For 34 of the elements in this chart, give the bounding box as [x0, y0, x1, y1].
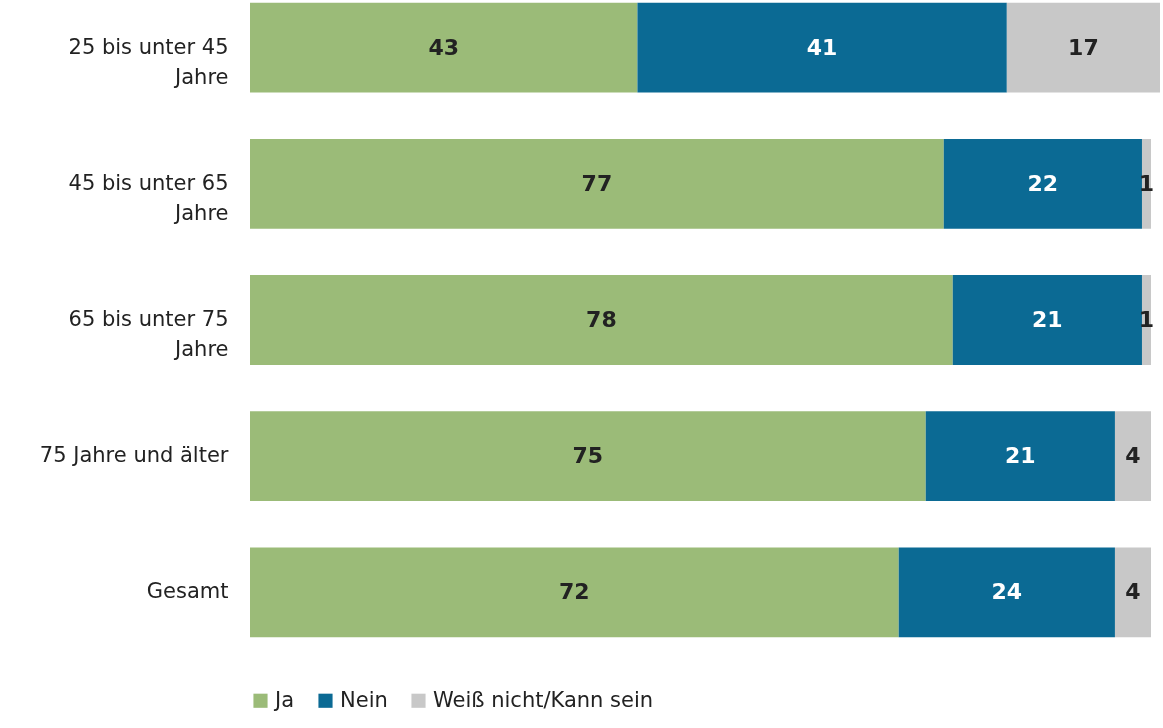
- bar: [925, 411, 1115, 502]
- data-label: 22: [1027, 170, 1059, 196]
- bar: [250, 2, 638, 93]
- legend-label: Weiß nicht/Kann sein: [433, 687, 654, 712]
- data-label: 17: [1068, 34, 1099, 60]
- data-label: 21: [1005, 443, 1036, 469]
- data-label: 77: [581, 170, 613, 196]
- data-label: 78: [586, 307, 617, 332]
- bar: [250, 275, 953, 365]
- y-tick-label: 25 bis unter 45 Jahre: [68, 34, 229, 89]
- bar: [1114, 547, 1151, 638]
- data-label: 4: [1125, 579, 1141, 605]
- legend-label: Ja: [273, 687, 295, 712]
- data-label: 41: [806, 34, 838, 60]
- y-tick-label: 65 bis unter 75 Jahre: [68, 307, 229, 361]
- data-label: 75: [572, 443, 604, 469]
- data-label: 24: [991, 579, 1023, 605]
- legend-label: Nein: [340, 687, 388, 712]
- data-label: 43: [428, 34, 460, 60]
- y-tick-label: 75 Jahre und älter: [39, 443, 229, 468]
- bar: [250, 411, 926, 502]
- data-label: 72: [559, 579, 590, 605]
- bar: [250, 547, 899, 638]
- data-label: 21: [1032, 307, 1063, 332]
- bar: [637, 2, 1007, 93]
- bar: [898, 547, 1115, 638]
- bar: [1006, 2, 1160, 93]
- y-tick-label: 45 bis unter 65 Jahre: [68, 170, 229, 225]
- bar: [943, 138, 1142, 229]
- y-tick-label: Gesamt: [146, 579, 229, 604]
- bar: [1114, 411, 1151, 502]
- bar: [952, 275, 1142, 365]
- data-label: 4: [1125, 443, 1141, 469]
- bar: [250, 138, 944, 229]
